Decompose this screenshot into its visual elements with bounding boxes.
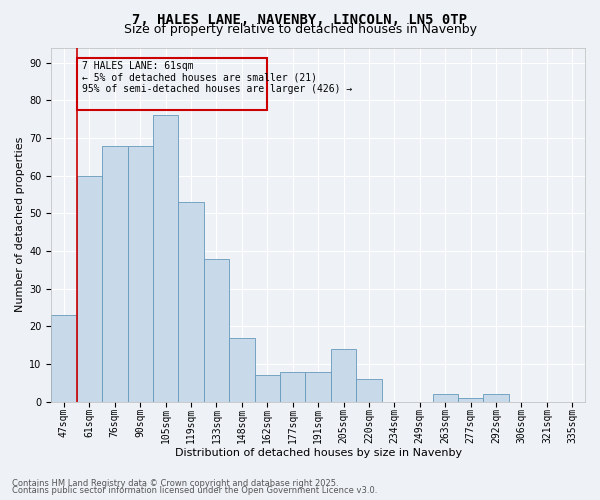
Text: Contains public sector information licensed under the Open Government Licence v3: Contains public sector information licen… <box>12 486 377 495</box>
Bar <box>331 349 356 402</box>
X-axis label: Distribution of detached houses by size in Navenby: Distribution of detached houses by size … <box>175 448 461 458</box>
Bar <box>433 394 458 402</box>
Text: Contains HM Land Registry data © Crown copyright and database right 2025.: Contains HM Land Registry data © Crown c… <box>12 478 338 488</box>
Bar <box>153 116 178 402</box>
Bar <box>484 394 509 402</box>
Text: 7, HALES LANE, NAVENBY, LINCOLN, LN5 0TP: 7, HALES LANE, NAVENBY, LINCOLN, LN5 0TP <box>133 12 467 26</box>
Bar <box>204 258 229 402</box>
Bar <box>458 398 484 402</box>
Bar <box>102 146 128 402</box>
Text: Size of property relative to detached houses in Navenby: Size of property relative to detached ho… <box>124 22 476 36</box>
Bar <box>51 315 77 402</box>
Y-axis label: Number of detached properties: Number of detached properties <box>15 137 25 312</box>
Bar <box>305 372 331 402</box>
Bar <box>356 379 382 402</box>
Bar <box>178 202 204 402</box>
Bar <box>229 338 254 402</box>
Text: 7 HALES LANE: 61sqm
← 5% of detached houses are smaller (21)
95% of semi-detache: 7 HALES LANE: 61sqm ← 5% of detached hou… <box>82 60 352 94</box>
Bar <box>254 376 280 402</box>
Bar <box>280 372 305 402</box>
Bar <box>77 176 102 402</box>
Bar <box>128 146 153 402</box>
